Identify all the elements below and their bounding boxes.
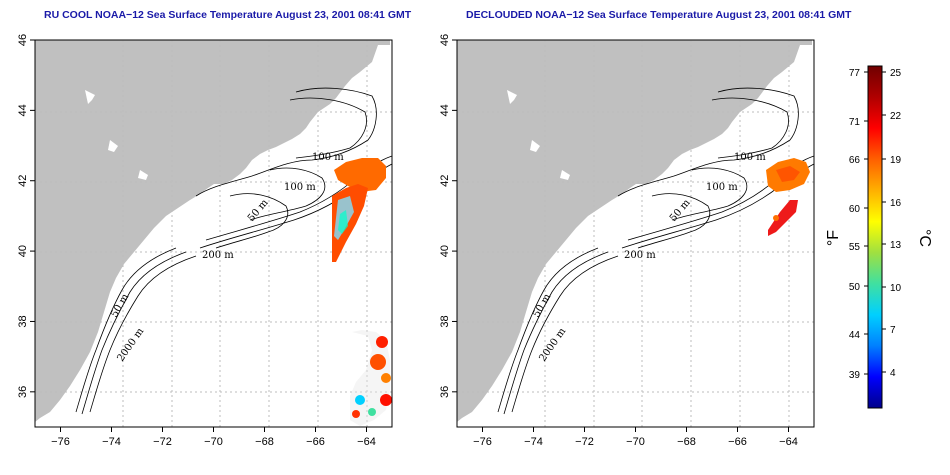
colorbar-f-tick-label: 50: [849, 282, 861, 293]
sst-georges-bank-strip: [768, 200, 798, 236]
colorbar-f-tick-label: 44: [849, 330, 861, 341]
colorbar-f-tick-label: 39: [849, 370, 861, 381]
x-tick-label: −68: [255, 436, 274, 448]
colorbar-c-tick-label: 7: [890, 325, 896, 336]
celsius-unit-label: °C: [916, 229, 933, 247]
bathymetry-contours: [497, 87, 815, 415]
colorbar-f-tick-label: 60: [849, 204, 861, 215]
y-tick-label: 38: [17, 315, 29, 327]
y-tick-label: 42: [17, 175, 29, 187]
temperature-colorbar: 77 71 66 60 55 50 44 39 25 22 19 16 13 10 7 4 °F °C: [825, 65, 933, 409]
x-tick-label: −72: [575, 436, 594, 448]
sst-data-overlay: [332, 158, 392, 426]
contour-label-2000m: 2000 m: [115, 326, 146, 364]
contour-label-100m-1: 100 m: [312, 152, 344, 163]
x-tick-label: −76: [473, 436, 492, 448]
y-tick-label: 46: [439, 34, 451, 46]
colorbar-f-tick-label: 55: [849, 242, 861, 253]
land-shape: [35, 40, 390, 422]
y-tick-label: 36: [439, 386, 451, 398]
contour-label-50m-1: 50 m: [246, 197, 271, 224]
colorbar-c-tick-label: 4: [890, 368, 896, 379]
left-map-panel: 100 m 100 m 50 m 200 m 50 m 2000 m: [34, 39, 393, 428]
y-tick-label: 38: [439, 315, 451, 327]
right-panel-title: DECLOUDED NOAA−12 Sea Surface Temperatur…: [466, 9, 852, 21]
colorbar-c-tick-label: 25: [890, 68, 902, 79]
colorbar-gradient: [867, 65, 883, 409]
x-tick-label: −70: [204, 436, 223, 448]
sst-data-overlay: [766, 158, 810, 236]
x-tick-label: −64: [357, 436, 376, 448]
x-tick-label: −68: [677, 436, 696, 448]
contour-label-50m-2: 50 m: [531, 292, 553, 320]
sst-southeast-corner: [350, 330, 392, 426]
contour-label-50m-2: 50 m: [109, 292, 131, 320]
x-tick-label: −76: [51, 436, 70, 448]
contour-label-50m-1: 50 m: [668, 197, 693, 224]
colorbar-c-tick-label: 19: [890, 155, 902, 166]
left-panel-title: RU COOL NOAA−12 Sea Surface Temperature …: [44, 9, 412, 21]
contour-label-2000m: 2000 m: [537, 326, 568, 364]
x-tick-label: −66: [306, 436, 325, 448]
x-tick-label: −72: [153, 436, 172, 448]
colorbar-c-tick-label: 22: [890, 111, 902, 122]
x-tick-label: −64: [779, 436, 798, 448]
right-map-panel: 100 m 100 m 50 m 200 m 50 m 2000 m: [456, 39, 815, 428]
colorbar-c-tick-label: 16: [890, 198, 902, 209]
y-tick-label: 40: [439, 245, 451, 257]
colorbar-f-tick-label: 77: [849, 68, 861, 79]
x-tick-label: −74: [102, 436, 121, 448]
contour-label-100m-2: 100 m: [284, 182, 316, 193]
y-tick-label: 40: [17, 245, 29, 257]
x-tick-label: −74: [524, 436, 543, 448]
contour-label-100m-1: 100 m: [734, 152, 766, 163]
colorbar-f-tick-label: 66: [849, 155, 861, 166]
colorbar-c-tick-label: 13: [890, 240, 902, 251]
contour-label-100m-2: 100 m: [706, 182, 738, 193]
y-tick-label: 46: [17, 34, 29, 46]
land-shape: [457, 40, 812, 422]
y-tick-label: 36: [17, 386, 29, 398]
contour-label-200m: 200 m: [624, 250, 656, 261]
x-tick-label: −70: [626, 436, 645, 448]
y-tick-label: 44: [439, 104, 451, 116]
y-tick-label: 44: [17, 104, 29, 116]
contour-label-200m: 200 m: [202, 250, 234, 261]
x-tick-label: −66: [728, 436, 747, 448]
colorbar-f-tick-label: 71: [849, 117, 861, 128]
fahrenheit-unit-label: °F: [825, 230, 842, 246]
sst-gulf-of-maine-patch: [334, 158, 386, 192]
y-tick-label: 42: [439, 175, 451, 187]
colorbar-c-tick-label: 10: [890, 283, 902, 294]
